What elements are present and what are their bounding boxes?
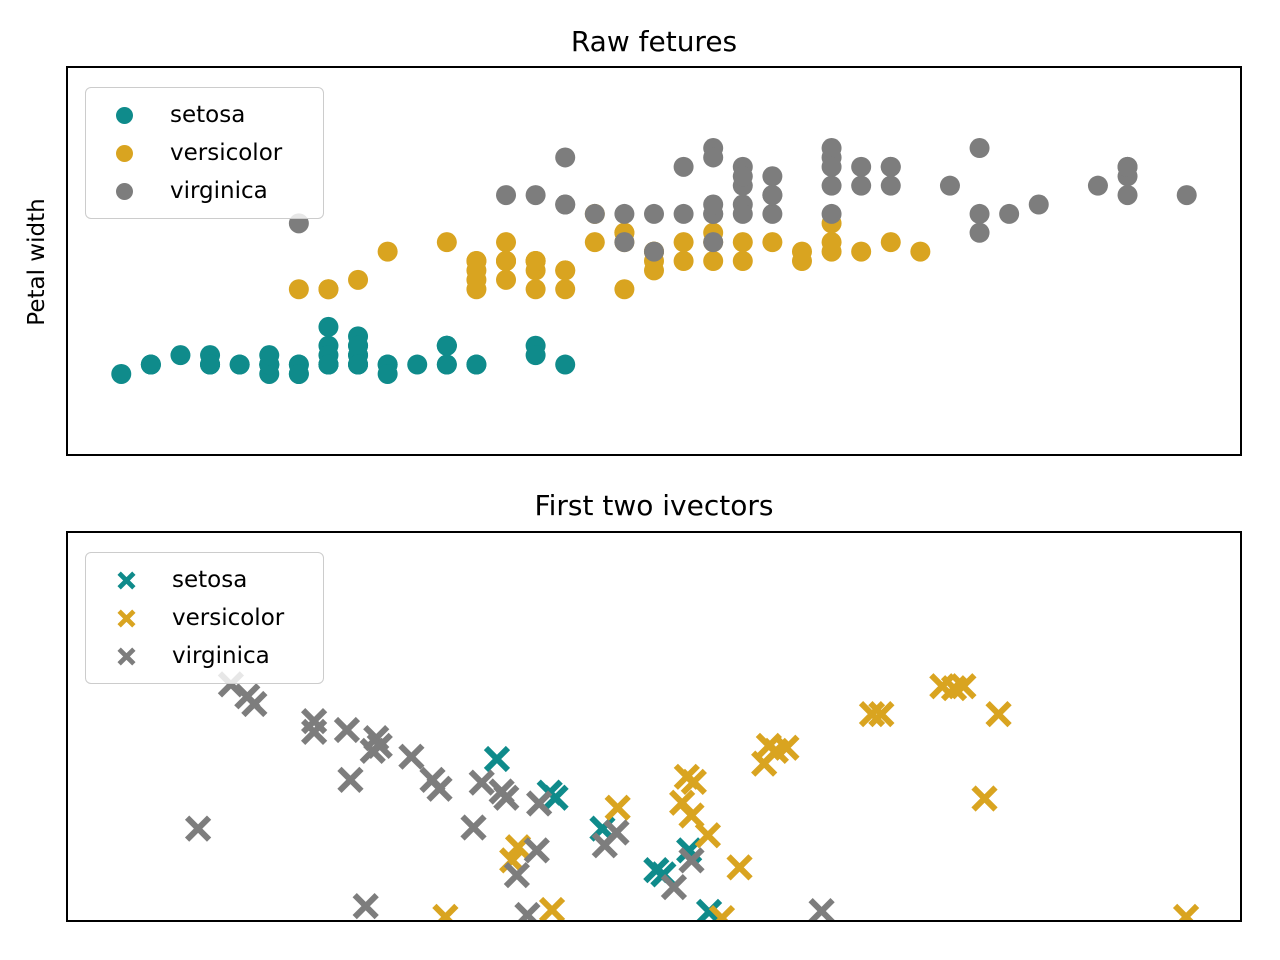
setosa-x-marker-icon (117, 570, 136, 590)
bottom-chart-plot-area (184, 671, 1200, 920)
legend-label-virginica: virginica (170, 178, 268, 204)
legend-row-versicolor: versicolor (86, 599, 323, 637)
setosa-circle-marker-icon (116, 106, 133, 124)
versicolor-circle-marker-icon (116, 144, 133, 162)
top-chart-ylabel: Petal width (24, 198, 50, 326)
legend-row-virginica: virginica (86, 637, 323, 675)
legend-row-setosa: setosa (86, 96, 323, 134)
virginica-x-marker-icon (117, 646, 136, 666)
top-chart-legend: setosa versicolor virginica (85, 87, 324, 219)
legend-label-setosa: setosa (170, 102, 246, 128)
bottom-chart-legend: setosa versicolor virginica (85, 552, 324, 684)
legend-row-setosa: setosa (86, 561, 323, 599)
legend-row-versicolor: versicolor (86, 134, 323, 172)
legend-label-virginica: virginica (172, 643, 270, 669)
legend-label-versicolor: versicolor (170, 140, 283, 166)
legend-label-versicolor: versicolor (172, 605, 285, 631)
bottom-chart-title: First two ivectors (534, 489, 774, 522)
bottom-chart-axes: setosa versicolor virginica (66, 531, 1242, 922)
legend-label-setosa: setosa (172, 567, 248, 593)
versicolor-x-marker-icon (117, 608, 136, 628)
virginica-circle-marker-icon (116, 182, 133, 200)
top-chart-axes: setosa versicolor virginica (66, 66, 1242, 456)
top-chart-title: Raw fetures (570, 25, 738, 58)
legend-row-virginica: virginica (86, 172, 323, 210)
top-chart-plot-area (111, 138, 1197, 384)
